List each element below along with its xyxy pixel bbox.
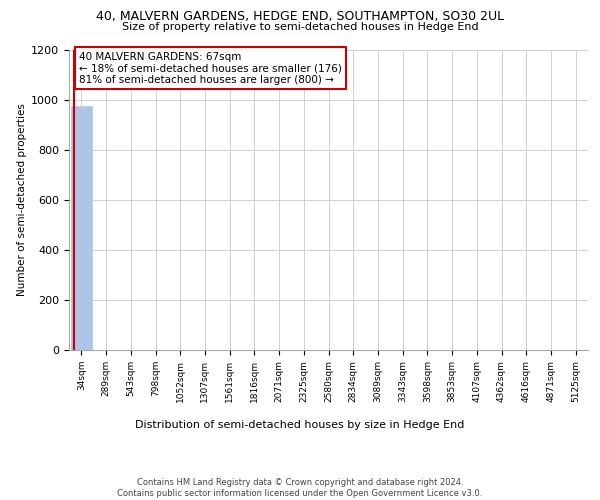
Text: 40, MALVERN GARDENS, HEDGE END, SOUTHAMPTON, SO30 2UL: 40, MALVERN GARDENS, HEDGE END, SOUTHAMP… [96,10,504,23]
Text: 40 MALVERN GARDENS: 67sqm
← 18% of semi-detached houses are smaller (176)
81% of: 40 MALVERN GARDENS: 67sqm ← 18% of semi-… [79,52,342,84]
Text: Size of property relative to semi-detached houses in Hedge End: Size of property relative to semi-detach… [122,22,478,32]
Text: Distribution of semi-detached houses by size in Hedge End: Distribution of semi-detached houses by … [136,420,464,430]
Y-axis label: Number of semi-detached properties: Number of semi-detached properties [17,104,27,296]
Text: Contains HM Land Registry data © Crown copyright and database right 2024.
Contai: Contains HM Land Registry data © Crown c… [118,478,482,498]
Bar [71,106,92,350]
